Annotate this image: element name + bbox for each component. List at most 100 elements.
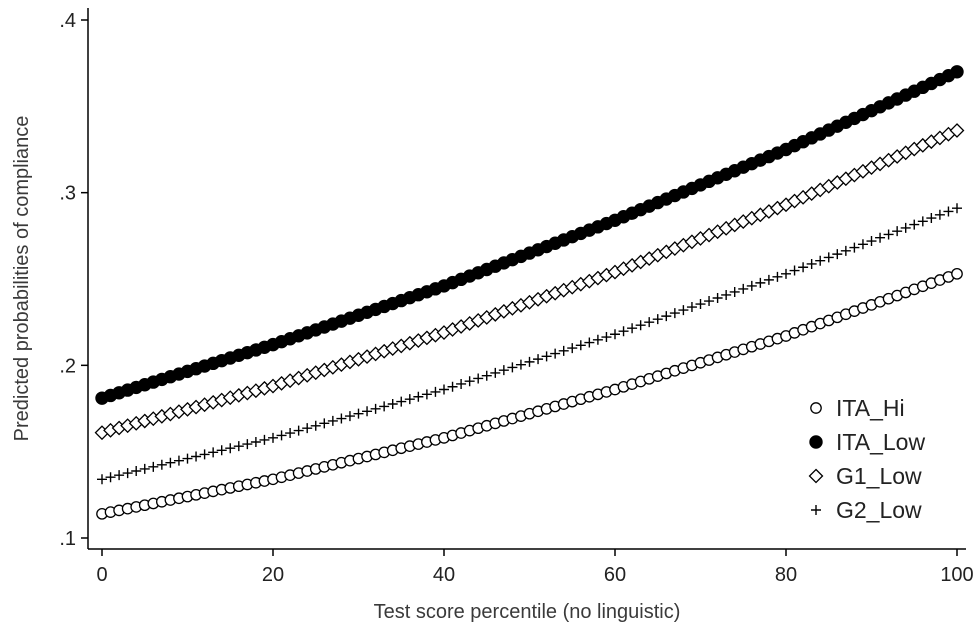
data-point	[105, 472, 116, 483]
data-point	[456, 378, 467, 389]
data-point	[738, 283, 749, 294]
y-axis-title: Predicted probabilities of compliance	[11, 116, 33, 442]
legend-marker	[809, 435, 823, 449]
data-point	[268, 432, 278, 443]
data-point	[952, 203, 962, 214]
legend-item: G1_Low	[808, 463, 922, 489]
data-point	[336, 413, 347, 424]
data-point	[652, 314, 663, 325]
legend-marker	[811, 505, 821, 515]
data-point	[951, 267, 963, 280]
data-point	[250, 436, 261, 447]
data-point	[507, 362, 518, 373]
legend-label: G1_Low	[836, 463, 922, 489]
data-point	[319, 418, 330, 429]
data-point	[242, 439, 253, 450]
data-point	[276, 430, 287, 441]
x-axis-ticks: 0 20 40 60 80 100	[96, 549, 974, 586]
data-point	[379, 401, 390, 412]
data-point	[950, 65, 964, 79]
data-point	[344, 411, 355, 422]
data-point	[661, 311, 672, 322]
data-point	[798, 262, 809, 273]
data-point	[293, 425, 304, 436]
data-point	[430, 386, 441, 397]
data-point	[165, 457, 176, 468]
data-point	[533, 354, 544, 365]
data-point	[943, 206, 954, 217]
data-point	[892, 226, 903, 237]
data-point	[900, 222, 911, 233]
y-tick-label: .4	[59, 10, 76, 32]
legend-label: ITA_Hi	[836, 395, 905, 421]
data-point	[447, 381, 458, 392]
data-point	[857, 239, 868, 250]
data-point	[285, 428, 296, 439]
data-point	[413, 391, 424, 402]
data-point	[949, 123, 965, 138]
data-point	[567, 343, 578, 354]
data-point	[635, 320, 646, 331]
data-point	[353, 408, 364, 419]
data-point	[233, 441, 244, 452]
y-axis-ticks: .1 .2 .3 .4	[59, 10, 88, 550]
data-point	[644, 317, 655, 328]
data-point	[199, 449, 210, 460]
x-tick-label: 20	[262, 564, 284, 586]
data-point	[114, 470, 125, 481]
data-point	[173, 455, 184, 466]
data-point	[934, 209, 945, 220]
data-point	[772, 271, 783, 282]
data-point	[498, 365, 509, 376]
series-g2-low	[97, 203, 962, 485]
data-point	[558, 345, 569, 356]
data-point	[97, 474, 107, 485]
y-tick-label: .2	[59, 355, 76, 377]
legend-marker	[808, 468, 824, 484]
legend-item: ITA_Hi	[810, 395, 905, 421]
data-point	[909, 219, 920, 230]
data-point	[686, 302, 697, 313]
data-point	[541, 351, 552, 362]
data-point	[490, 367, 501, 378]
legend-item: ITA_Low	[809, 429, 925, 455]
data-point	[139, 463, 150, 474]
data-point	[387, 399, 398, 410]
y-tick-label: .1	[59, 528, 76, 550]
data-point	[618, 326, 629, 337]
data-point	[439, 384, 449, 395]
data-point	[464, 376, 475, 387]
data-point	[678, 305, 689, 316]
data-point	[148, 461, 159, 472]
data-point	[362, 406, 373, 417]
data-point	[627, 323, 638, 334]
data-point	[327, 415, 338, 426]
data-point	[592, 334, 603, 345]
data-point	[806, 258, 817, 269]
data-point	[746, 280, 757, 291]
data-point	[789, 265, 800, 276]
data-point	[669, 308, 680, 319]
data-point	[695, 299, 706, 310]
data-point	[208, 447, 219, 458]
series-ita-hi	[96, 267, 963, 520]
y-tick-label: .3	[59, 183, 76, 205]
data-point	[122, 468, 133, 479]
data-point	[763, 274, 774, 285]
data-point	[370, 403, 381, 414]
data-point	[131, 466, 142, 477]
data-point	[926, 213, 937, 224]
legend: ITA_Hi ITA_Low G1_Low G2_Low	[808, 395, 925, 523]
data-point	[575, 340, 586, 351]
data-point	[832, 249, 843, 260]
data-point	[712, 292, 723, 303]
data-point	[815, 255, 826, 266]
legend-marker	[810, 402, 822, 414]
data-point	[866, 236, 877, 247]
series-layer	[94, 65, 965, 520]
data-point	[225, 443, 236, 454]
data-point	[182, 453, 193, 464]
data-point	[840, 245, 851, 256]
data-point	[849, 242, 860, 253]
